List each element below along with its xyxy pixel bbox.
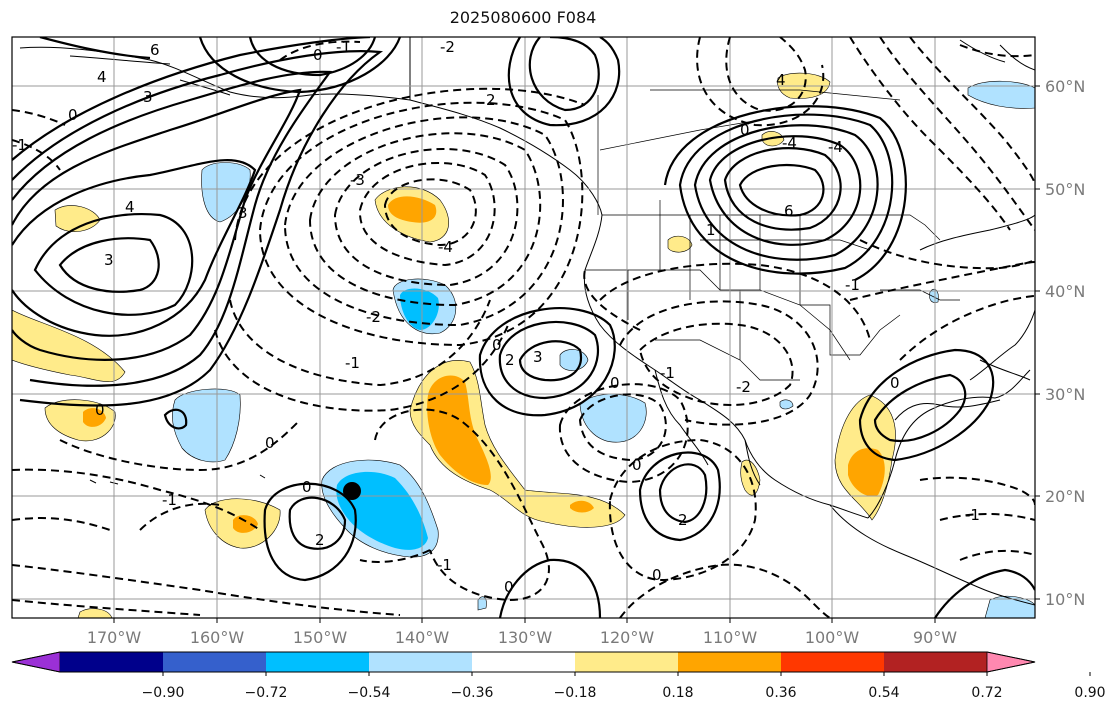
contour-labels: 0 -1 6 4 3 0 -1 -2 2 3 4 -3 -4 -2 -1 0 0… [12,38,980,596]
contour-label: 2 [678,511,688,529]
map-plot-area: 0 -1 6 4 3 0 -1 -2 2 3 4 -3 -4 -2 -1 0 0… [12,37,1035,618]
colorbar [11,651,1036,673]
colorbar-bin [163,652,267,672]
latitude-axis [1035,85,1040,600]
contour-label: -3 [350,171,365,189]
contour-label: 0 [740,121,750,139]
colorbar-tick-label: 0.90 [1074,685,1105,701]
contour-label: 3 [143,88,153,106]
contour-label: 0 [68,106,78,124]
contour-label: -1 [965,506,980,524]
contour-label: 0 [890,374,900,392]
colorbar-tick-label: −0.54 [348,685,391,701]
map-frame [11,36,1036,619]
contour-label: 2 [486,91,496,109]
map-title: 2025080600 F084 [449,8,597,27]
lat-label: 50°N [1045,180,1085,199]
colorbar-bin [266,652,370,672]
colorbar-extension-high [986,651,1036,673]
colorbar-tick-label: 0.36 [765,685,796,701]
contour-label: -1 [437,556,452,574]
lon-label: 160°W [190,628,245,647]
colorbar-bin [575,652,679,672]
contour-label: 0 [265,434,275,452]
contour-label: 4 [776,71,786,89]
contour-label: 0 [302,478,312,496]
contour-label: 0 [632,456,642,474]
colorbar-extension-low [11,651,61,673]
colorbar-outline [11,651,1036,673]
contour-label: -1 [162,491,177,509]
lon-label: 140°W [395,628,450,647]
colorbar-labels: −0.90 −0.72 −0.54 −0.36 −0.18 0.18 0.36 0.54 0.7… [142,672,1105,701]
lat-label: 60°N [1045,77,1085,96]
anomaly-shading [12,72,1035,618]
lon-label: 130°W [498,628,553,647]
contour-label: 6 [150,41,160,59]
coastlines [19,37,1035,606]
colorbar-bin [472,652,576,672]
colorbar-bin [60,652,164,672]
lat-label: 30°N [1045,385,1085,404]
colorbar-bin [678,652,782,672]
colorbar-bin [781,652,885,672]
longitude-axis [113,618,936,623]
colorbar-tick-label: −0.18 [554,685,597,701]
contour-label: -2 [440,38,455,56]
contour-label: -4 [828,138,843,156]
longitude-labels: 170°W 160°W 150°W 140°W 130°W 120°W 110°… [87,628,957,647]
contour-label: 0 [610,374,620,392]
positive-contours [12,37,1035,618]
lon-label: 110°W [703,628,758,647]
lon-label: 90°W [913,628,957,647]
latitude-labels: 60°N 50°N 40°N 30°N 20°N 10°N [1045,77,1085,609]
contour-label: 0 [504,578,514,596]
colorbar-bin [369,652,473,672]
contour-label: -1 [336,38,351,56]
contour-label: -2 [366,308,381,326]
lat-label: 20°N [1045,487,1085,506]
contour-label: -1 [660,364,675,382]
graticule [12,37,1035,618]
contour-label: 1 [706,221,716,239]
contour-label: -4 [782,134,797,152]
negative-contours [12,37,1035,618]
colorbar-tick-label: −0.72 [245,685,288,701]
colorbar-tick-label: 0.72 [971,685,1002,701]
contour-label: 6 [784,202,794,220]
colorbar-bin [884,652,988,672]
contour-label: 0 [313,46,323,64]
contour-label: 2 [505,351,515,369]
contour-label: -1 [845,276,860,294]
colorbar-tick-label: 0.18 [662,685,693,701]
lon-label: 120°W [600,628,655,647]
contour-label: 0 [652,566,662,584]
contour-label: 0 [492,336,502,354]
contour-label: 3 [104,251,114,269]
lat-label: 40°N [1045,282,1085,301]
lon-label: 150°W [293,628,348,647]
contour-label: 3 [238,204,248,222]
colorbar-tick-label: 0.54 [868,685,899,701]
contour-label: -1 [12,136,27,154]
contour-label: -1 [345,354,360,372]
lon-label: 100°W [805,628,860,647]
contour-label: 4 [125,198,135,216]
position-marker [343,482,361,500]
contour-label: 4 [97,68,107,86]
contour-label: -2 [736,378,751,396]
contour-label: 3 [533,348,543,366]
contour-label: 2 [315,531,325,549]
lat-label: 10°N [1045,590,1085,609]
colorbar-tick-label: −0.90 [142,685,185,701]
contour-label: 0 [95,401,105,419]
contour-label: -4 [438,238,453,256]
colorbar-tick-label: −0.36 [451,685,494,701]
lon-label: 170°W [87,628,142,647]
